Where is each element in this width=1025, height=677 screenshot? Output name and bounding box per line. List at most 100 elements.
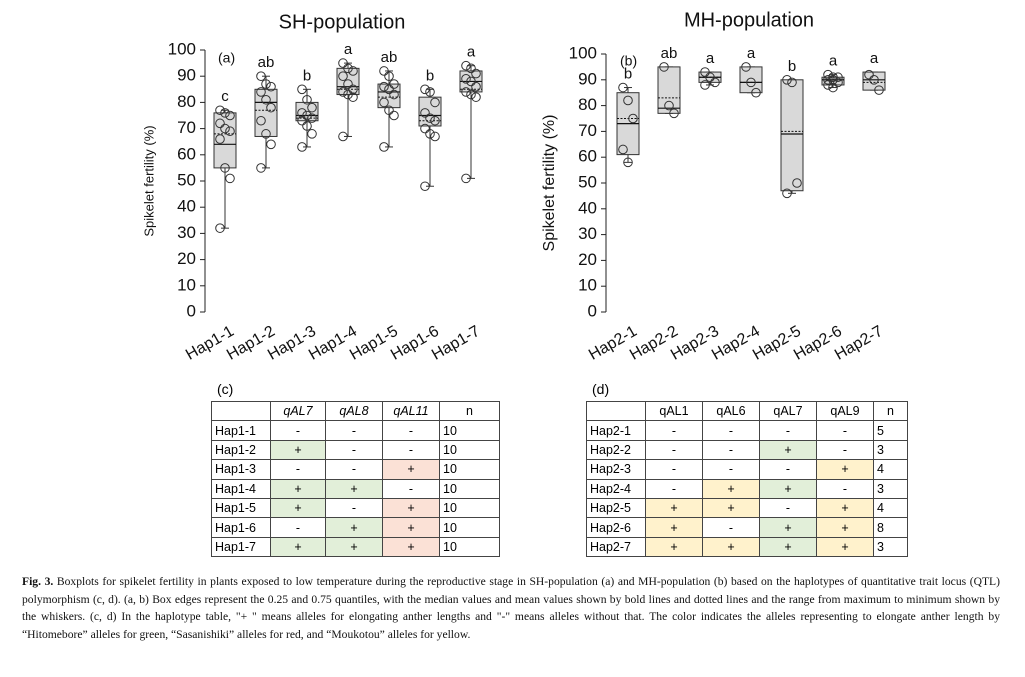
box	[657, 66, 681, 114]
data-point	[379, 142, 389, 152]
data-point	[384, 71, 394, 81]
column-header: qAL7	[270, 400, 326, 422]
significance-letter: ab	[258, 54, 275, 71]
allele-cell: +	[645, 517, 703, 538]
data-point	[348, 84, 358, 95]
data-point	[782, 188, 792, 199]
chart-title: MH-population	[684, 9, 814, 31]
y-tick-label: 90	[578, 69, 597, 88]
data-point	[471, 81, 481, 92]
count-cell: 3	[873, 536, 908, 558]
data-point	[215, 105, 225, 116]
y-tick-label: 10	[177, 275, 196, 294]
allele-cell: +	[270, 439, 326, 461]
panel-label: (a)	[218, 50, 235, 66]
data-point	[256, 71, 266, 81]
y-tick-label: 20	[578, 250, 597, 269]
data-point	[389, 110, 399, 121]
haplotype-table: qAL1 qAL6 qAL7 qAL9 n Hap2-1- - - -5 Hap2-2- - + -3 H…	[586, 400, 908, 558]
data-point	[220, 123, 230, 134]
count-cell: 4	[873, 497, 908, 519]
data-point	[664, 100, 674, 111]
allele-cell: -	[759, 497, 817, 519]
significance-letter: a	[706, 50, 715, 67]
data-point	[379, 81, 389, 92]
y-tick-label: 0	[187, 301, 196, 320]
allele-cell: -	[382, 420, 440, 441]
row-name: Hap2-2	[586, 439, 646, 461]
box	[418, 96, 442, 127]
allele-cell: -	[816, 478, 874, 499]
data-point	[420, 123, 430, 134]
significance-letter: c	[221, 88, 229, 105]
data-point	[833, 77, 843, 88]
allele-cell: +	[382, 497, 440, 519]
data-point	[466, 89, 476, 100]
data-point	[659, 62, 669, 72]
data-point	[792, 178, 802, 188]
row-name: Hap2-5	[586, 497, 646, 519]
data-point	[828, 75, 838, 85]
data-point	[751, 87, 761, 98]
count-cell: 5	[873, 420, 908, 441]
allele-cell: -	[816, 439, 874, 461]
data-point	[338, 87, 348, 97]
allele-cell: +	[382, 536, 440, 558]
allele-cell: +	[816, 536, 874, 558]
significance-letter: b	[788, 58, 796, 75]
data-point	[823, 69, 833, 80]
data-point	[297, 108, 307, 118]
charts: SH-population (a) Spikelet fertility (%) 0 1…	[141, 9, 886, 363]
allele-cell: +	[816, 517, 874, 538]
column-header: qAL1	[645, 400, 703, 422]
y-tick-label: 10	[578, 276, 597, 295]
row-name: Hap2-4	[586, 478, 646, 499]
significance-letter: a	[344, 41, 353, 58]
column-header: qAL7	[759, 400, 817, 422]
table-row: Hap1-2 + - -10	[211, 439, 500, 461]
table-row: Hap1-4 + + -10	[211, 478, 500, 499]
significance-letter: b	[624, 66, 632, 83]
data-point	[389, 79, 399, 89]
data-point	[307, 113, 317, 123]
data-point	[225, 173, 235, 184]
row-name: Hap1-1	[211, 420, 271, 441]
header-row: qAL1 qAL6 qAL7 qAL9 n	[586, 400, 908, 422]
data-point	[256, 115, 266, 126]
allele-cell: +	[270, 536, 326, 558]
y-tick-label: 100	[168, 39, 196, 58]
allele-cell: +	[645, 497, 703, 519]
data-point	[420, 84, 430, 95]
data-point	[307, 102, 317, 113]
data-point	[307, 129, 317, 139]
data-point	[746, 77, 756, 88]
allele-cell: -	[325, 420, 383, 441]
allele-cell: +	[702, 497, 760, 519]
table-row: Hap1-6- + +10	[211, 517, 500, 538]
corner-cell	[211, 400, 271, 422]
data-point	[782, 75, 792, 85]
row-name: Hap2-6	[586, 517, 646, 538]
y-tick-label: 50	[578, 172, 597, 191]
table-panel: (d) qAL1 qAL6 qAL7 qAL9 n Hap2-1- - - -5 Hap2-2- - +…	[586, 381, 908, 558]
allele-cell: -	[325, 497, 383, 519]
y-tick-label: 30	[578, 224, 597, 243]
column-header: qAL6	[702, 400, 760, 422]
allele-cell: -	[759, 459, 817, 480]
chart-title: SH-population	[279, 11, 406, 33]
data-point	[215, 134, 225, 144]
row-name: Hap2-1	[586, 420, 646, 441]
table-row: Hap1-1- - -10	[211, 420, 500, 441]
data-point	[297, 142, 307, 152]
allele-cell: +	[816, 497, 874, 519]
count-cell: 10	[439, 459, 500, 480]
box	[213, 112, 237, 169]
data-point	[220, 108, 230, 118]
y-tick-label: 40	[177, 197, 196, 216]
allele-cell: +	[702, 478, 760, 499]
count-cell: 10	[439, 439, 500, 461]
count-cell: 10	[439, 478, 500, 499]
data-point	[828, 82, 838, 93]
table-row: Hap2-1- - - -5	[586, 420, 908, 441]
data-point	[379, 66, 389, 76]
